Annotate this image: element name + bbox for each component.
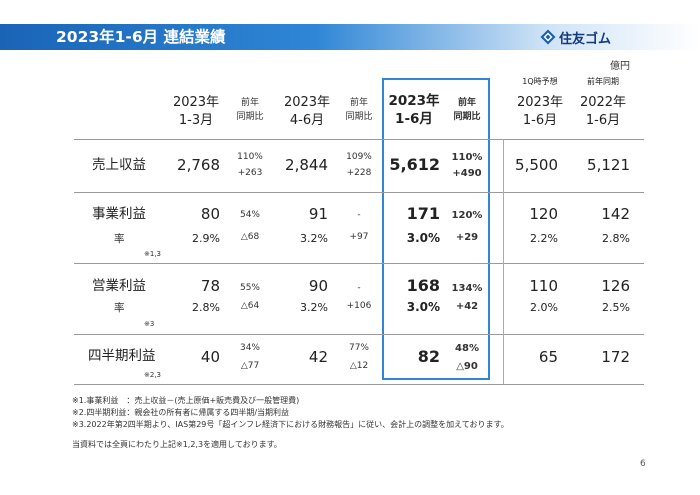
- row-divider: [74, 139, 644, 140]
- q2-yoy-pct: 109%: [346, 152, 372, 162]
- sumitomo-diamond-logo-icon: [540, 29, 556, 45]
- row-divider: [74, 263, 644, 264]
- prior-year-value: 5,121: [587, 156, 630, 174]
- h1-rate: 3.0%: [406, 231, 440, 245]
- h1-highlight-box: [382, 78, 490, 380]
- q2-yoy-pct: -: [357, 210, 361, 220]
- prior-year-rate: 2.5%: [602, 301, 630, 314]
- header-period: 1-6月: [522, 113, 558, 128]
- q1-rate: 2.9%: [192, 232, 220, 245]
- q1-yoy-diff: +263: [237, 168, 263, 178]
- header-prev: 前年: [349, 98, 368, 108]
- q1-yoy-diff: △64: [240, 301, 260, 311]
- row-divider: [74, 192, 644, 193]
- title-bar: [0, 24, 700, 50]
- row-label: 事業利益: [92, 206, 146, 222]
- q2-yoy-diff: △12: [349, 361, 369, 371]
- prior-year-value: 172: [601, 348, 630, 366]
- footnote-4: 当資料では全頁にわたり上記※1,2,3を適用しております。: [72, 440, 282, 449]
- header-yoy: 同期比: [453, 112, 481, 122]
- q2-yoy-diff: +97: [349, 232, 369, 242]
- header-year: 2023年: [283, 95, 331, 110]
- header-year: 2023年: [516, 95, 564, 110]
- row-note: ※2,3: [144, 371, 161, 379]
- page-number: 6: [640, 459, 646, 469]
- forecast-rate: 2.0%: [530, 301, 558, 314]
- h1-yoy-pct: 134%: [451, 283, 483, 294]
- h1-value: 82: [417, 347, 440, 366]
- header-prev: 前年: [240, 98, 259, 108]
- unit-label: 億円: [610, 61, 630, 72]
- h1-yoy-pct: 110%: [451, 152, 483, 163]
- q2-value: 2,844: [285, 156, 328, 174]
- header-year: 2022年: [579, 95, 627, 110]
- q2-value: 90: [308, 277, 328, 295]
- q2-rate: 3.2%: [300, 301, 328, 314]
- h1-rate: 3.0%: [406, 300, 440, 314]
- row-note: ※1,3: [144, 250, 161, 258]
- footnote-3: ※3.2022年第2四半期より、IAS第29号「超インフレ経済下における財務報告…: [72, 420, 509, 429]
- slide-title: 2023年1-6月 連結業績: [56, 28, 226, 46]
- header-prev: 前年: [457, 98, 476, 108]
- footnote-2: ※2.四半期利益：親会社の所有者に帰属する四半期/当期利益: [72, 408, 290, 417]
- row-divider: [74, 384, 644, 385]
- q2-value: 42: [308, 348, 328, 366]
- header-year: 2023年: [172, 95, 220, 110]
- h1-value: 168: [406, 276, 440, 295]
- prior-year-rate: 2.8%: [602, 232, 630, 245]
- h1-yoy-pct: 48%: [455, 343, 479, 354]
- q2-yoy-pct: 77%: [348, 343, 369, 353]
- forecast-rate: 2.2%: [530, 232, 558, 245]
- q1-yoy-diff: △68: [240, 232, 260, 242]
- header-period: 4-6月: [289, 113, 325, 128]
- forecast-value: 120: [529, 205, 558, 223]
- h1-yoy-diff: △90: [456, 361, 478, 372]
- q2-value: 91: [308, 205, 328, 223]
- q2-yoy-pct: -: [357, 283, 361, 293]
- rate-label: 率: [114, 233, 125, 245]
- row-note: ※3: [144, 320, 155, 328]
- h1-yoy-diff: +490: [452, 168, 482, 179]
- prior-year-value: 126: [601, 277, 630, 295]
- header-year: 2023年: [388, 93, 440, 109]
- h1-yoy-diff: +42: [455, 301, 479, 312]
- q2-yoy-diff: +106: [346, 301, 372, 311]
- header-period: 1-3月: [178, 113, 214, 128]
- forecast-value: 110: [529, 277, 558, 295]
- q2-rate: 3.2%: [300, 232, 328, 245]
- q1-value: 78: [200, 277, 220, 295]
- h1-value: 171: [406, 204, 440, 223]
- row-label: 営業利益: [92, 278, 146, 294]
- h1-value: 5,612: [389, 155, 440, 174]
- footnote-1: ※1.事業利益 ：売上収益－(売上原価+販売費及び一般管理費): [72, 396, 300, 405]
- h1-yoy-diff: +29: [455, 232, 479, 243]
- rate-label: 率: [114, 302, 125, 314]
- forecast-value: 65: [538, 348, 558, 366]
- q1-yoy-pct: 55%: [239, 283, 260, 293]
- q2-yoy-diff: +228: [346, 168, 372, 178]
- header-note: 前年同期: [587, 77, 619, 86]
- q1-yoy-diff: △77: [240, 361, 260, 371]
- h1-yoy-pct: 120%: [451, 210, 483, 221]
- q1-yoy-pct: 34%: [239, 343, 260, 353]
- header-yoy: 同期比: [236, 112, 264, 122]
- company-logo: 住友ゴム: [540, 28, 612, 47]
- header-note: 1Q時予想: [522, 77, 558, 86]
- q1-value: 40: [200, 348, 220, 366]
- header-period: 1-6月: [395, 111, 433, 127]
- header-period: 1-6月: [585, 113, 621, 128]
- prior-year-value: 142: [601, 205, 630, 223]
- column-divider: [503, 139, 504, 384]
- q1-rate: 2.8%: [192, 301, 220, 314]
- row-label: 売上収益: [92, 157, 146, 173]
- q1-yoy-pct: 110%: [237, 152, 263, 162]
- q1-value: 2,768: [177, 156, 220, 174]
- header-yoy: 同期比: [345, 112, 373, 122]
- forecast-value: 5,500: [515, 156, 558, 174]
- q1-yoy-pct: 54%: [239, 210, 260, 220]
- q1-value: 80: [200, 205, 220, 223]
- row-divider: [74, 334, 644, 335]
- logo-text: 住友ゴム: [559, 31, 612, 47]
- row-label: 四半期利益: [88, 348, 156, 364]
